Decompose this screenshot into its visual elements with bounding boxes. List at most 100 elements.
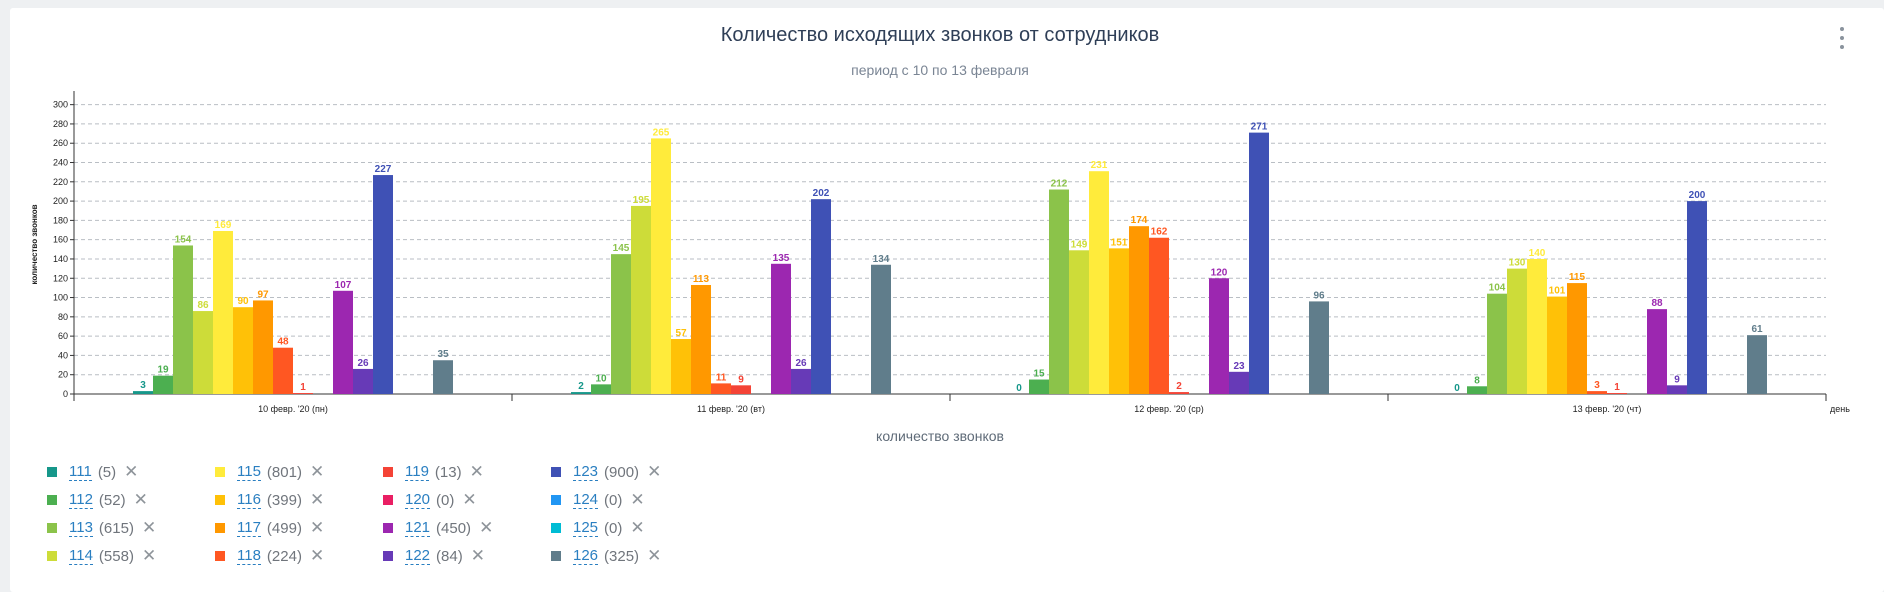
remove-series-icon[interactable]: ✕ (479, 518, 494, 537)
remove-series-icon[interactable]: ✕ (124, 462, 139, 481)
legend-item-126[interactable]: 126 (325) ✕ (551, 546, 661, 566)
bar-112 (1467, 386, 1487, 394)
bar-122 (1229, 371, 1249, 394)
y-tick-label: 160 (53, 235, 68, 245)
data-label-114: 86 (197, 300, 209, 311)
legend-series-link[interactable]: 118 (237, 546, 261, 565)
legend-series-link[interactable]: 112 (69, 490, 93, 509)
remove-series-icon[interactable]: ✕ (309, 518, 325, 537)
remove-series-icon[interactable]: ✕ (630, 490, 645, 509)
legend-series-link[interactable]: 124 (573, 490, 599, 509)
legend-item-117[interactable]: 117 (499) ✕ (215, 518, 324, 538)
legend-item-111[interactable]: 111 (5) ✕ (47, 462, 138, 482)
legend-series-link[interactable]: 116 (237, 490, 261, 509)
remove-series-icon[interactable]: ✕ (647, 462, 662, 481)
legend-swatch (551, 523, 561, 533)
data-label-119: 2 (1176, 381, 1182, 392)
legend-item-118[interactable]: 118 (224) ✕ (215, 546, 324, 566)
bar-119 (1607, 393, 1627, 394)
legend-series-link[interactable]: 122 (405, 546, 431, 565)
legend-swatch (47, 551, 57, 561)
data-label-115: 231 (1091, 160, 1108, 171)
data-label-116: 151 (1111, 237, 1128, 248)
data-label-122: 26 (795, 358, 807, 369)
legend-item-121[interactable]: 121 (450) ✕ (383, 518, 493, 538)
legend-series-link[interactable]: 113 (69, 518, 93, 537)
data-label-119: 1 (1614, 382, 1620, 393)
legend-item-116[interactable]: 116 (399) ✕ (215, 490, 324, 510)
remove-series-icon[interactable]: ✕ (309, 490, 325, 509)
chart-title: Количество исходящих звонков от сотрудни… (720, 24, 1160, 46)
remove-series-icon[interactable]: ✕ (462, 490, 477, 509)
legend-series-link[interactable]: 120 (405, 490, 431, 509)
bar-114 (193, 311, 213, 394)
remove-series-icon[interactable]: ✕ (630, 518, 645, 537)
data-label-123: 271 (1251, 122, 1268, 133)
legend-series-link[interactable]: 111 (69, 462, 92, 481)
legend-item-120[interactable]: 120 (0) ✕ (383, 490, 477, 510)
bar-119 (731, 385, 751, 394)
legend-series-link[interactable]: 125 (573, 518, 599, 537)
legend-series-total: (499) (266, 519, 302, 537)
bar-115 (1527, 258, 1547, 394)
more-options-icon[interactable] (1836, 27, 1848, 49)
data-label-111: 0 (1454, 383, 1460, 394)
remove-series-icon[interactable]: ✕ (647, 546, 662, 565)
legend-item-123[interactable]: 123 (900) ✕ (551, 462, 661, 482)
bar-117 (691, 285, 711, 394)
legend-item-119[interactable]: 119 (13) ✕ (383, 462, 484, 482)
data-label-121: 135 (773, 253, 790, 264)
data-label-113: 212 (1051, 179, 1068, 190)
remove-series-icon[interactable]: ✕ (141, 518, 157, 537)
legend-series-link[interactable]: 117 (237, 518, 261, 537)
legend-series-total: (615) (98, 519, 134, 537)
legend-swatch (215, 551, 225, 561)
bar-123 (1249, 132, 1269, 394)
bar-113 (1049, 189, 1069, 394)
data-label-118: 48 (277, 337, 289, 348)
legend-item-122[interactable]: 122 (84) ✕ (383, 546, 485, 566)
legend-item-114[interactable]: 114 (558) ✕ (47, 546, 156, 566)
legend-item-125[interactable]: 125 (0) ✕ (551, 518, 645, 538)
data-label-116: 90 (237, 296, 249, 307)
bar-121 (1647, 309, 1667, 394)
remove-series-icon[interactable]: ✕ (141, 546, 157, 565)
data-label-113: 145 (613, 243, 630, 254)
legend-series-link[interactable]: 123 (573, 462, 599, 481)
remove-series-icon[interactable]: ✕ (133, 490, 148, 509)
bar-115 (651, 138, 671, 394)
remove-series-icon[interactable]: ✕ (309, 462, 325, 481)
legend-series-link[interactable]: 114 (69, 546, 93, 565)
x-axis-end-label: день (1830, 404, 1850, 414)
legend-series-link[interactable]: 121 (405, 518, 431, 537)
data-label-126: 35 (437, 349, 449, 360)
data-label-118: 11 (716, 372, 727, 383)
data-label-123: 227 (375, 164, 392, 175)
bar-117 (1129, 226, 1149, 394)
legend-item-115[interactable]: 115 (801) ✕ (215, 462, 324, 482)
legend-swatch (551, 495, 561, 505)
data-label-112: 8 (1474, 375, 1480, 386)
data-label-111: 0 (1016, 383, 1022, 394)
legend-item-113[interactable]: 113 (615) ✕ (47, 518, 156, 538)
bar-123 (1687, 201, 1707, 394)
remove-series-icon[interactable]: ✕ (470, 546, 485, 565)
legend-series-link[interactable]: 126 (573, 546, 599, 565)
bar-111 (133, 391, 153, 394)
remove-series-icon[interactable]: ✕ (469, 462, 484, 481)
legend-item-124[interactable]: 124 (0) ✕ (551, 490, 645, 510)
bar-122 (791, 368, 811, 394)
x-tick-label: 12 февр. '20 (ср) (1134, 404, 1203, 414)
data-label-117: 113 (693, 274, 710, 285)
y-tick-label: 300 (53, 100, 68, 110)
legend-series-total: (0) (604, 519, 623, 537)
bar-112 (153, 375, 173, 394)
chart-subtitle: период с 10 по 13 февраля (851, 62, 1029, 78)
legend-series-link[interactable]: 115 (237, 462, 261, 481)
remove-series-icon[interactable]: ✕ (309, 546, 325, 565)
legend-series-link[interactable]: 119 (405, 462, 429, 481)
bar-121 (333, 290, 353, 394)
data-label-126: 61 (1751, 324, 1763, 335)
legend-item-112[interactable]: 112 (52) ✕ (47, 490, 148, 510)
bar-chart: 0204060801001201401601802002202402602803… (30, 91, 1850, 444)
